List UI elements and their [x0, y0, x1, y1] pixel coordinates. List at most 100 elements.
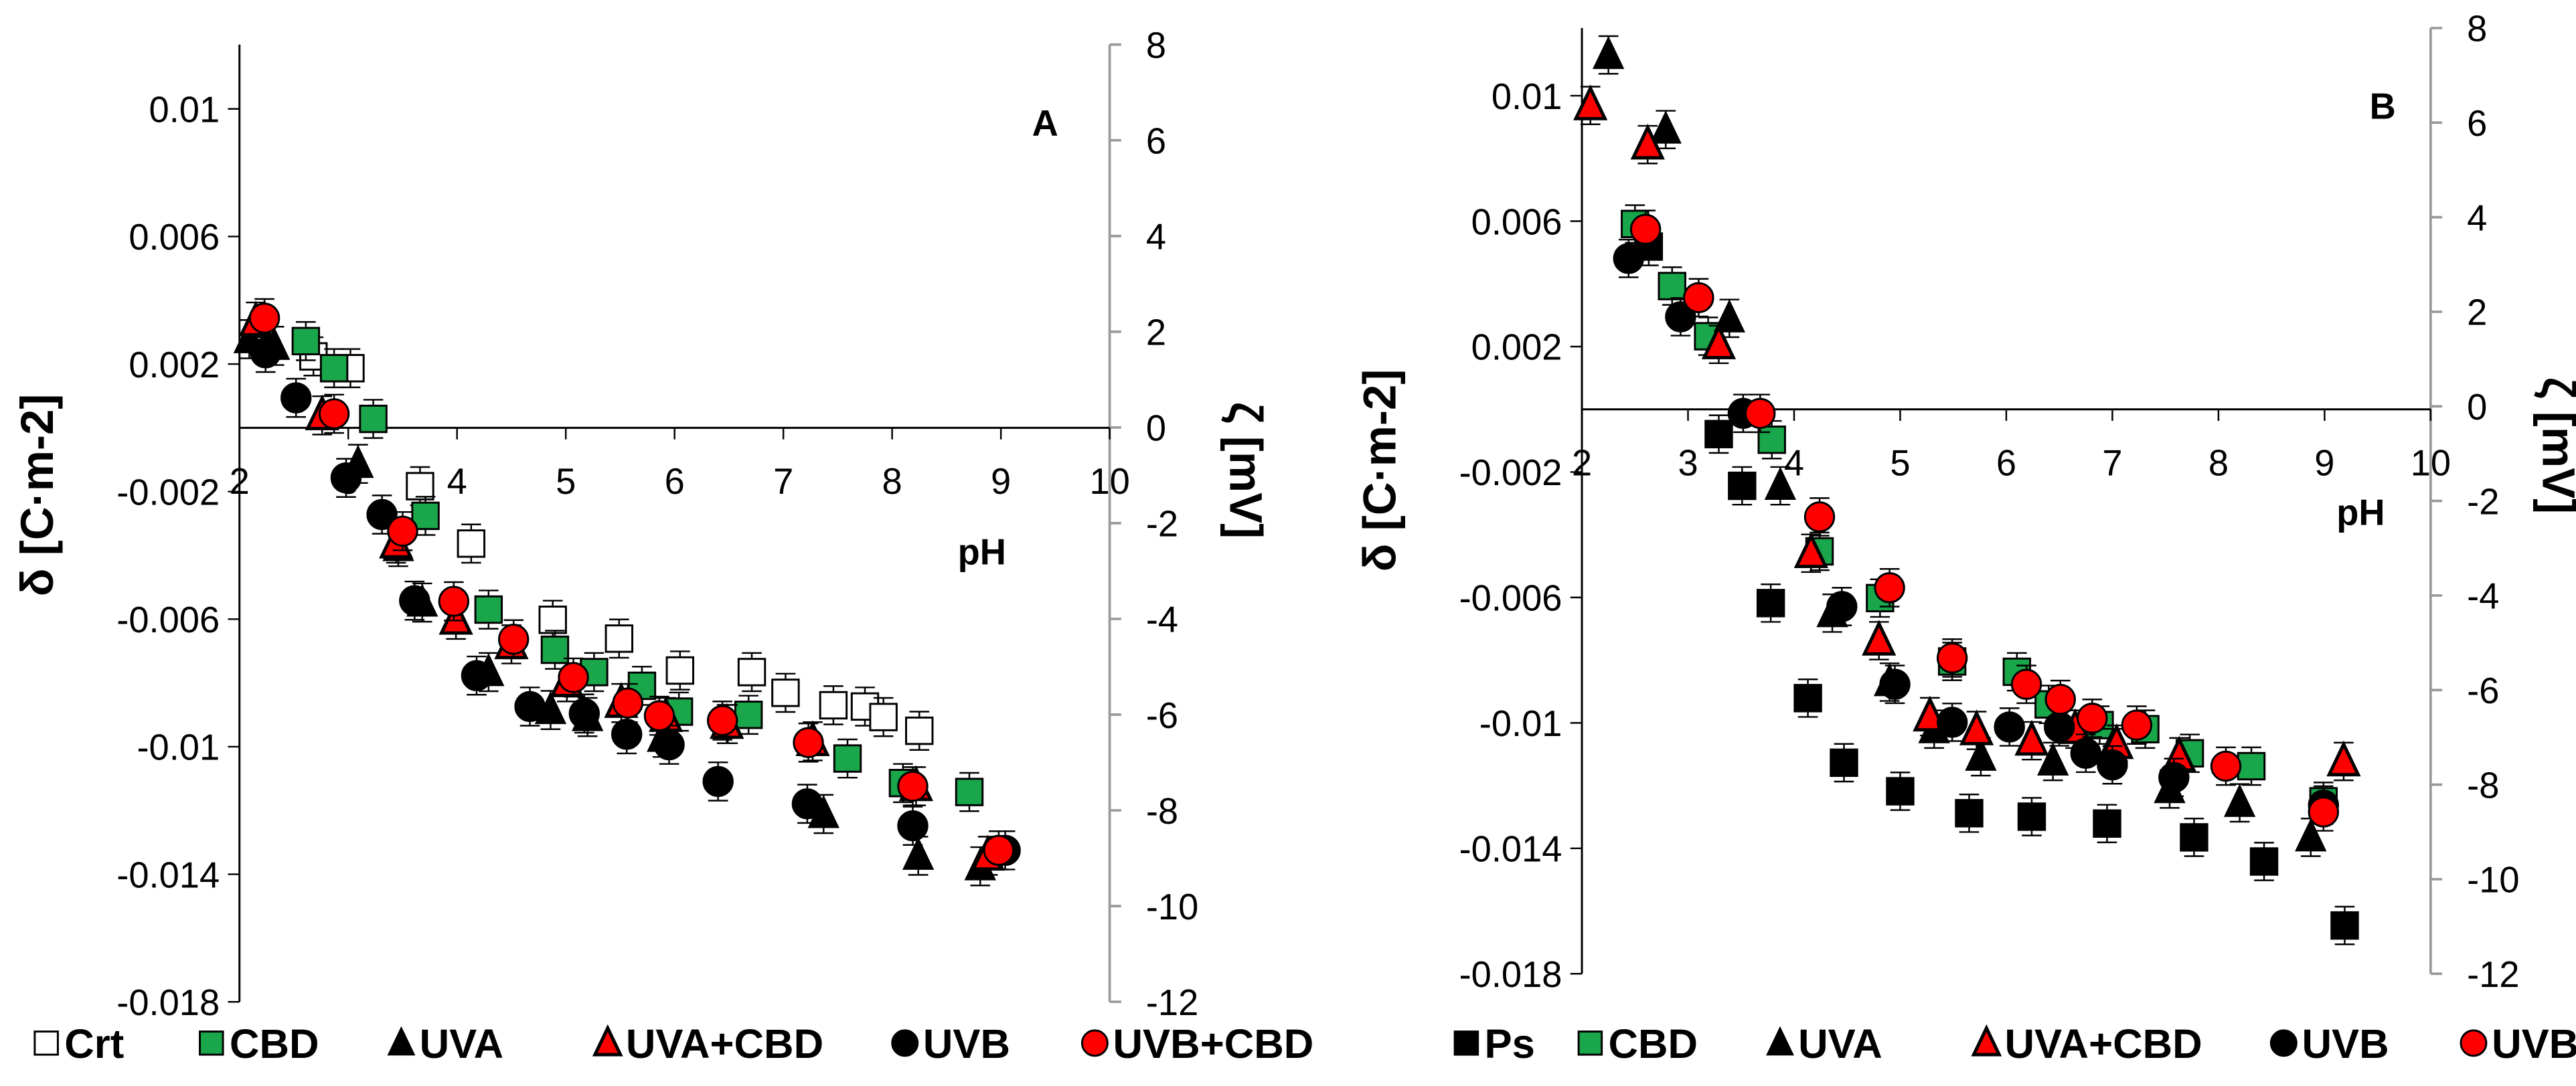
- legend-marker: [387, 1026, 416, 1056]
- data-point: [605, 624, 634, 653]
- data-point: [2121, 709, 2153, 741]
- legend-label: Ps: [1485, 1021, 1535, 1067]
- data-point: [1965, 737, 1997, 771]
- data-point: [1613, 243, 1644, 274]
- legend-marker: [33, 1030, 59, 1056]
- legend-marker: [1453, 1030, 1479, 1056]
- y2-tick-label: -10: [1146, 887, 1198, 927]
- data-point: [1593, 35, 1625, 70]
- legend-marker: [1080, 1029, 1109, 1057]
- y2-tick-label: 8: [1146, 25, 1166, 66]
- y-tick-label: -0.002: [1459, 453, 1562, 493]
- data-point: [359, 404, 388, 434]
- data-point: [2180, 823, 2208, 852]
- data-point: [438, 585, 470, 617]
- x-tick-label: 9: [991, 462, 1011, 502]
- data-point: [771, 678, 800, 707]
- x-tick-label: 7: [773, 462, 793, 502]
- y2-tick-label: -4: [1146, 600, 1178, 640]
- series-ps: [1634, 227, 2359, 945]
- data-point: [1573, 84, 1608, 120]
- y-tick-label: -0.002: [116, 472, 220, 513]
- data-point: [1756, 589, 1785, 618]
- series-uvb: [250, 333, 1021, 871]
- data-point: [2014, 719, 2049, 756]
- data-point: [2010, 668, 2042, 700]
- x-tick-label: 7: [2102, 443, 2122, 483]
- y2-tick-label: -10: [2467, 861, 2519, 901]
- data-point: [1936, 642, 1968, 674]
- data-point: [2223, 784, 2256, 817]
- data-point: [538, 606, 567, 634]
- legend-label: CBD: [230, 1021, 319, 1067]
- y2-axis-label: ζ [mV]: [2533, 377, 2576, 514]
- data-point: [248, 302, 280, 334]
- x-axis-label: pH: [958, 533, 1006, 573]
- y2-tick-label: 0: [1146, 409, 1166, 449]
- legend-marker: [1971, 1024, 2002, 1057]
- data-point: [318, 398, 350, 430]
- series-crt: [299, 336, 934, 751]
- data-point: [791, 788, 823, 820]
- data-point: [514, 691, 546, 723]
- data-point: [1701, 323, 1737, 359]
- legend-label: UVB: [2302, 1021, 2389, 1067]
- y-tick-label: -0.01: [137, 728, 220, 768]
- data-point: [793, 727, 824, 758]
- y2-tick-label: 6: [2467, 104, 2487, 144]
- data-point: [869, 703, 898, 731]
- data-point: [1793, 532, 1828, 569]
- data-point: [1658, 272, 1686, 300]
- legend-label: UVB: [923, 1021, 1010, 1067]
- data-point: [1955, 799, 1984, 828]
- legend-marker: [199, 1030, 224, 1056]
- data-point: [1994, 711, 2025, 743]
- data-point: [1728, 471, 1757, 501]
- legend-marker: [2269, 1029, 2298, 1057]
- data-point: [2070, 737, 2101, 770]
- y-axis-label: δ [C·m-2]: [11, 394, 63, 597]
- panel-b: 0.01 0.006 0.002 -0.002 -0.006 -0.01 -0.014 -0.…: [1353, 9, 2576, 1067]
- data-point: [280, 382, 312, 414]
- y2-tick-label: -8: [2467, 765, 2499, 806]
- data-point: [1745, 397, 1776, 429]
- data-point: [1959, 709, 1994, 745]
- data-point: [897, 810, 929, 842]
- y2-tick-label: -2: [1146, 505, 1178, 545]
- x-tick-label: 5: [556, 462, 576, 502]
- data-point: [955, 778, 984, 806]
- data-point: [734, 701, 763, 729]
- legend: Crt CBD UVA UVA+CBD UVB UVB+CBD: [33, 1021, 1313, 1067]
- y-tick-label: 0.006: [1471, 202, 1562, 242]
- data-point: [1830, 748, 1858, 778]
- data-point: [2210, 750, 2242, 782]
- data-point: [2249, 847, 2279, 876]
- data-point: [498, 624, 530, 655]
- data-point: [1936, 707, 1968, 738]
- data-point: [706, 705, 738, 737]
- data-point: [833, 744, 862, 773]
- data-point: [1886, 777, 1915, 806]
- data-point: [653, 729, 685, 761]
- data-point: [461, 660, 493, 691]
- y2-tick-label: 0: [2467, 387, 2487, 428]
- y2-tick-label: 4: [2467, 198, 2487, 238]
- data-point: [399, 585, 430, 616]
- y-tick-label: 0.01: [1492, 77, 1562, 117]
- data-point: [1862, 620, 1897, 656]
- data-point: [474, 595, 503, 624]
- data-point: [737, 658, 767, 687]
- data-point: [1793, 684, 1822, 713]
- data-point: [2044, 684, 2076, 715]
- data-point: [819, 691, 848, 720]
- series-uvb-cbd: [248, 298, 1015, 871]
- data-point: [568, 698, 600, 729]
- y-tick-label: 0.01: [149, 90, 220, 130]
- legend-marker: [2460, 1029, 2488, 1057]
- y-tick-label: 0.002: [1471, 328, 1562, 368]
- y2-tick-label: -12: [1146, 983, 1198, 1023]
- data-point: [291, 327, 321, 355]
- data-point: [2237, 751, 2266, 781]
- legend-marker: [592, 1024, 623, 1057]
- data-point: [2308, 796, 2339, 828]
